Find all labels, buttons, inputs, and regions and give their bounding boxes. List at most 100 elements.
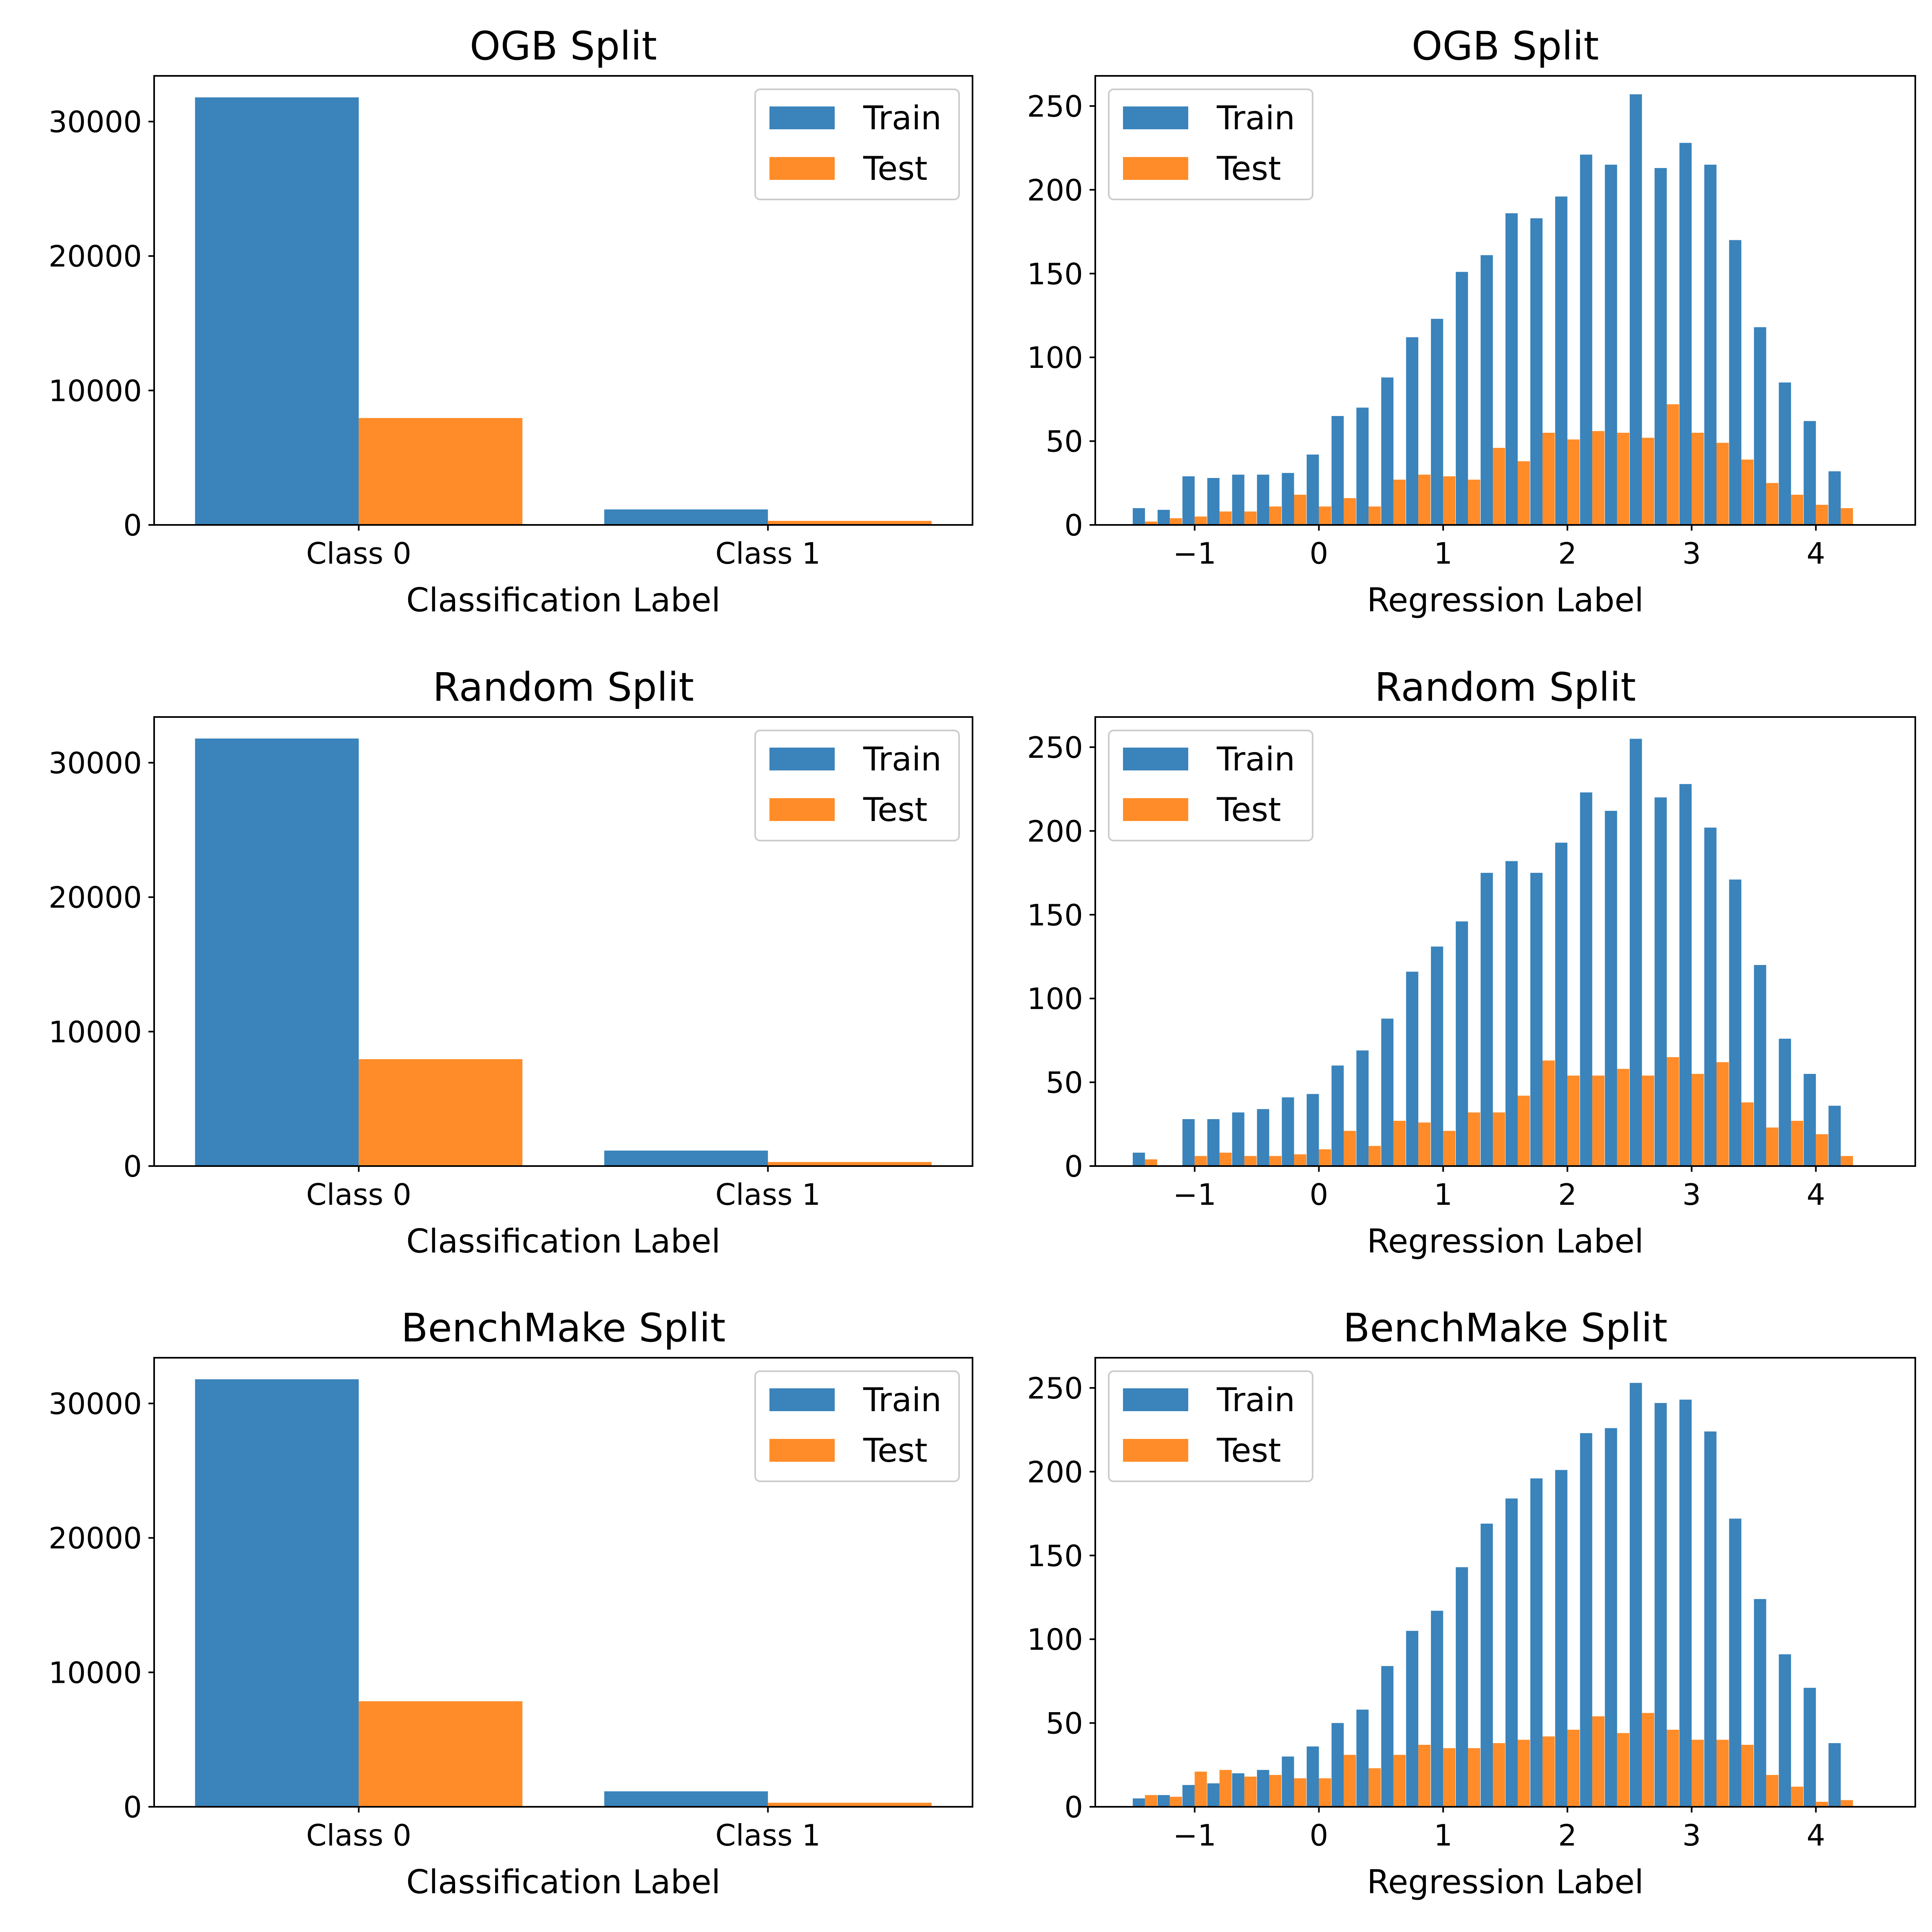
axes-frame bbox=[1094, 1357, 1916, 1808]
bar-train-bin-9 bbox=[1331, 1723, 1344, 1807]
bar-test-bin-19 bbox=[1592, 1716, 1605, 1807]
subplot-6: −1 0 1 2 3 4 0 50 100 150 200 250 BenchMake Split Reg… bbox=[1027, 1305, 1916, 1901]
legend-swatch-train bbox=[1123, 1388, 1188, 1411]
legend-swatch-test bbox=[1123, 157, 1188, 180]
legend-label-train: Train bbox=[1216, 99, 1295, 137]
bar-train-bin-3 bbox=[1182, 1785, 1195, 1807]
bar-test-bin-3 bbox=[1194, 516, 1207, 525]
bar-train-bin-15 bbox=[1481, 873, 1493, 1166]
bar-test-class-1 bbox=[768, 521, 932, 525]
x-tick-label: Class 1 bbox=[715, 1818, 820, 1852]
x-axis-label: Regression Label bbox=[1367, 1222, 1644, 1260]
x-tick-label: 2 bbox=[1558, 1818, 1577, 1852]
x-axis-label: Regression Label bbox=[1367, 581, 1644, 619]
subplot-title: OGB Split bbox=[1412, 23, 1599, 69]
y-tick-label: 150 bbox=[1027, 257, 1083, 291]
bar-train-bin-3 bbox=[1182, 476, 1195, 525]
bar-train-class-1 bbox=[604, 1791, 768, 1807]
bar-train-bin-15 bbox=[1481, 1523, 1493, 1807]
y-tick-label: 20000 bbox=[49, 239, 142, 274]
x-tick-label: 1 bbox=[1434, 536, 1452, 571]
bar-train-bin-1 bbox=[1132, 508, 1145, 525]
bar-train-bin-29 bbox=[1828, 1743, 1841, 1807]
bar-train-bin-25 bbox=[1729, 879, 1742, 1166]
bar-train-bin-22 bbox=[1654, 168, 1667, 525]
bar-train-bin-12 bbox=[1406, 1631, 1419, 1807]
bar-test-bin-28 bbox=[1816, 505, 1828, 525]
bar-test-bin-18 bbox=[1567, 1730, 1580, 1807]
bar-train-bin-24 bbox=[1704, 164, 1717, 525]
y-tick-label: 50 bbox=[1046, 425, 1083, 459]
bar-test-bin-15 bbox=[1493, 1112, 1505, 1166]
bar-test-bin-23 bbox=[1691, 1074, 1704, 1166]
bar-train-bin-20 bbox=[1605, 1428, 1617, 1807]
y-tick-label: 150 bbox=[1027, 1539, 1083, 1573]
bar-train-bin-21 bbox=[1629, 739, 1642, 1166]
legend-label-test: Test bbox=[863, 1432, 928, 1469]
bar-train-bin-10 bbox=[1356, 407, 1369, 525]
bar-train-bin-18 bbox=[1555, 196, 1567, 525]
bar-test-bin-29 bbox=[1841, 1156, 1853, 1166]
legend: Train Test bbox=[754, 89, 960, 200]
y-tick-label: 0 bbox=[1064, 1790, 1083, 1824]
subplot-title: BenchMake Split bbox=[401, 1305, 726, 1351]
bar-train-bin-19 bbox=[1580, 155, 1592, 525]
bar-test-bin-5 bbox=[1244, 1777, 1257, 1807]
bar-test-bin-3 bbox=[1194, 1156, 1207, 1166]
bar-test-bin-21 bbox=[1642, 438, 1654, 525]
bar-train-bin-23 bbox=[1679, 784, 1692, 1166]
bar-test-bin-24 bbox=[1716, 1062, 1729, 1166]
bar-test-class-0 bbox=[358, 1701, 523, 1807]
bar-test-bin-26 bbox=[1766, 483, 1779, 525]
bar-train-class-0 bbox=[195, 1379, 359, 1807]
bar-test-bin-29 bbox=[1841, 508, 1853, 525]
bar-test-bin-11 bbox=[1393, 480, 1406, 525]
y-tick-label: 30000 bbox=[49, 746, 142, 780]
bar-test-bin-18 bbox=[1567, 439, 1580, 525]
legend-label-train: Train bbox=[863, 99, 942, 137]
bar-train-bin-2 bbox=[1157, 510, 1170, 525]
x-axis-label: Regression Label bbox=[1367, 1863, 1644, 1901]
bar-train-class-1 bbox=[604, 509, 768, 525]
bar-test-bin-14 bbox=[1468, 480, 1481, 525]
bar-train-bin-14 bbox=[1456, 921, 1468, 1166]
legend-label-test: Test bbox=[863, 150, 928, 188]
y-tick-label: 0 bbox=[1064, 508, 1083, 542]
bar-test-bin-13 bbox=[1443, 476, 1456, 525]
bar-train-bin-28 bbox=[1804, 1688, 1816, 1807]
bar-train-bin-20 bbox=[1605, 811, 1617, 1166]
legend-swatch-test bbox=[1123, 1439, 1188, 1462]
bar-test-bin-27 bbox=[1791, 1121, 1804, 1166]
bar-train-bin-26 bbox=[1754, 965, 1766, 1166]
bar-train-bin-21 bbox=[1629, 94, 1642, 525]
bar-test-bin-19 bbox=[1592, 1076, 1605, 1166]
bar-train-bin-27 bbox=[1779, 1038, 1791, 1166]
bar-train-bin-9 bbox=[1331, 416, 1344, 525]
bar-test-bin-11 bbox=[1393, 1755, 1406, 1807]
bar-test-bin-9 bbox=[1344, 498, 1356, 525]
bar-test-bin-4 bbox=[1219, 1153, 1232, 1166]
bar-train-bin-6 bbox=[1257, 474, 1269, 525]
bar-test-bin-25 bbox=[1741, 1102, 1754, 1166]
subplot-title: Random Split bbox=[433, 664, 694, 710]
bar-test-bin-23 bbox=[1691, 1739, 1704, 1807]
bar-train-bin-11 bbox=[1381, 377, 1394, 525]
y-tick-label: 250 bbox=[1027, 89, 1083, 124]
bar-test-bin-11 bbox=[1393, 1121, 1406, 1166]
legend-swatch-train bbox=[769, 1388, 835, 1411]
bar-train-bin-12 bbox=[1406, 972, 1419, 1166]
bar-test-bin-15 bbox=[1493, 1743, 1505, 1807]
y-tick-label: 150 bbox=[1027, 898, 1083, 932]
bar-test-bin-21 bbox=[1642, 1713, 1654, 1807]
legend-label-train: Train bbox=[863, 740, 942, 778]
bar-train-bin-19 bbox=[1580, 792, 1592, 1166]
subplot-3: Class 0 Class 1 0 10000 20000 30000 Random Spl… bbox=[49, 664, 973, 1260]
bar-train-bin-15 bbox=[1481, 255, 1493, 525]
bar-test-bin-8 bbox=[1319, 1778, 1331, 1807]
bar-test-bin-3 bbox=[1194, 1771, 1207, 1807]
legend-swatch-train bbox=[769, 106, 835, 129]
legend-swatch-test bbox=[769, 157, 835, 180]
bar-test-bin-26 bbox=[1766, 1775, 1779, 1807]
bar-train-bin-6 bbox=[1257, 1109, 1269, 1166]
